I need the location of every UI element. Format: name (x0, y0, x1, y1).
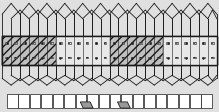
Bar (41, 94, 52, 108)
Bar (166, 42, 169, 44)
Bar (64, 94, 75, 108)
Bar (148, 57, 151, 58)
Bar (18, 94, 29, 108)
Bar (95, 57, 97, 58)
Bar (99, 94, 109, 108)
Bar (166, 57, 169, 58)
Bar (23, 57, 26, 58)
Bar (122, 42, 124, 44)
Bar (193, 57, 196, 58)
Bar (68, 57, 71, 58)
Bar (77, 42, 79, 44)
Bar (140, 42, 142, 44)
Bar (86, 42, 88, 44)
Bar (113, 42, 115, 44)
Bar (50, 57, 53, 58)
Bar (110, 94, 120, 108)
Polygon shape (118, 102, 130, 108)
Bar (2, 36, 56, 65)
Bar (14, 42, 17, 44)
Bar (175, 57, 178, 58)
Bar (193, 42, 196, 44)
Bar (76, 94, 86, 108)
Bar (190, 94, 201, 108)
Bar (157, 42, 160, 44)
Bar (211, 57, 214, 58)
Bar (184, 57, 187, 58)
Bar (32, 57, 35, 58)
Bar (211, 42, 214, 44)
Bar (113, 57, 115, 58)
Bar (131, 42, 133, 44)
Bar (122, 57, 124, 58)
Bar (157, 57, 160, 58)
Bar (56, 36, 110, 65)
Bar (202, 42, 205, 44)
Bar (50, 42, 53, 44)
Bar (184, 42, 187, 44)
Bar (5, 57, 8, 58)
Bar (53, 94, 63, 108)
Bar (95, 42, 97, 44)
Bar (144, 94, 155, 108)
Bar (167, 94, 178, 108)
Bar (41, 42, 44, 44)
Bar (110, 36, 163, 65)
Bar (110, 36, 163, 65)
Bar (163, 36, 217, 65)
Bar (41, 57, 44, 58)
Bar (68, 42, 71, 44)
Bar (7, 94, 18, 108)
Polygon shape (80, 102, 93, 108)
Bar (86, 57, 88, 58)
Bar (104, 57, 106, 58)
Bar (133, 94, 143, 108)
Bar (104, 42, 106, 44)
Bar (30, 94, 41, 108)
Bar (201, 94, 212, 108)
Bar (202, 57, 205, 58)
Bar (14, 57, 17, 58)
Bar (178, 94, 189, 108)
Bar (59, 42, 62, 44)
Bar (2, 36, 217, 65)
Bar (5, 42, 8, 44)
Bar (2, 36, 56, 65)
Bar (59, 57, 62, 58)
Bar (32, 42, 35, 44)
Bar (156, 94, 166, 108)
Bar (175, 42, 178, 44)
Bar (77, 57, 79, 58)
Bar (87, 94, 98, 108)
Bar (23, 42, 26, 44)
Bar (140, 57, 142, 58)
Bar (121, 94, 132, 108)
Bar (2, 36, 217, 65)
Bar (148, 42, 151, 44)
Bar (131, 57, 133, 58)
